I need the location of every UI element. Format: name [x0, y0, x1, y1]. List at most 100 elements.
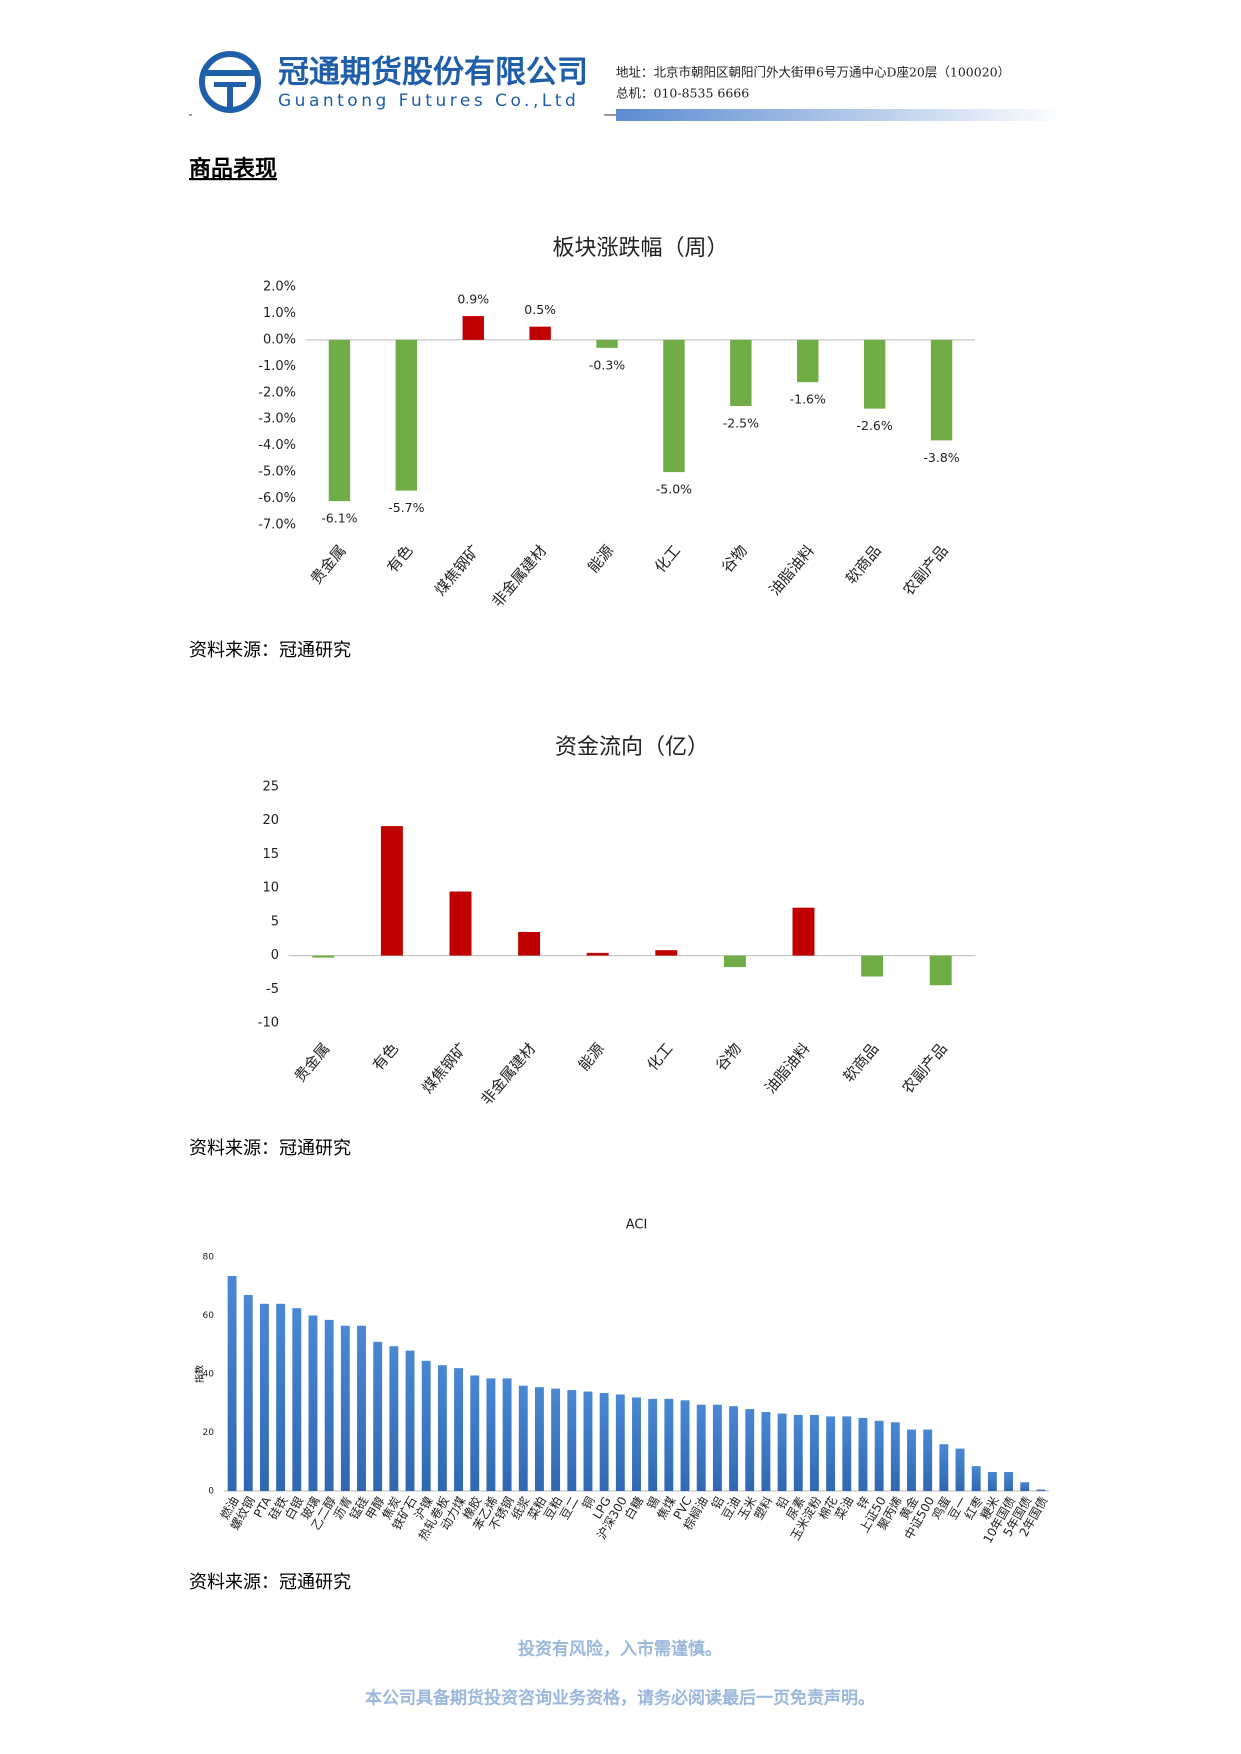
- data-label: -3.8%: [923, 450, 959, 465]
- bar: [939, 1444, 949, 1491]
- bar: [632, 1397, 641, 1491]
- bar: [655, 950, 678, 956]
- bar: [534, 1387, 544, 1491]
- bar: [421, 1360, 431, 1491]
- bar: [462, 316, 484, 340]
- bar: [529, 326, 551, 340]
- data-label: -6.1%: [321, 511, 357, 526]
- x-tick-label: 油脂油料: [766, 542, 818, 600]
- y-tick-label: 0: [271, 948, 279, 963]
- bar: [1036, 1489, 1046, 1491]
- bar: [292, 1308, 302, 1491]
- bar: [663, 339, 685, 473]
- bar: [518, 931, 541, 956]
- y-tick-label: 15: [262, 847, 279, 862]
- bar: [586, 952, 609, 956]
- x-tick-label: 谷物: [712, 1040, 745, 1075]
- bar: [809, 1414, 819, 1491]
- data-label: -0.3%: [589, 357, 625, 372]
- bar: [648, 1398, 658, 1491]
- y-axis-label: 指数: [194, 1365, 206, 1383]
- x-tick-label: 有色: [369, 1040, 402, 1075]
- bar: [380, 826, 403, 956]
- bar: [745, 1409, 755, 1491]
- bar: [955, 1448, 965, 1491]
- bar: [328, 339, 351, 502]
- bar: [1004, 1471, 1014, 1491]
- bar: [729, 1406, 739, 1491]
- bar: [583, 1391, 593, 1491]
- section-title: 商品表现: [189, 156, 277, 182]
- y-tick-label: 40: [203, 1370, 215, 1380]
- y-tick-label: -3.0%: [258, 412, 296, 427]
- bar: [259, 1303, 269, 1491]
- y-tick-label: 20: [262, 813, 279, 828]
- data-label: -5.0%: [656, 482, 692, 497]
- y-tick-label: 60: [203, 1311, 215, 1321]
- chart-title: 资金流向（亿）: [555, 735, 709, 760]
- bar: [696, 1404, 706, 1491]
- source: 资料来源：冠通研究: [189, 1572, 351, 1593]
- bar: [470, 1375, 480, 1491]
- company-en: Guantong Futures Co.,Ltd: [278, 91, 579, 111]
- x-tick-label: 菜油: [832, 1494, 856, 1522]
- bar: [486, 1378, 496, 1491]
- y-tick-label: -5: [266, 982, 279, 997]
- bar: [324, 1319, 334, 1491]
- bar: [680, 1400, 690, 1491]
- logo: [199, 51, 261, 113]
- y-tick-label: 0: [208, 1487, 214, 1497]
- bar: [502, 1378, 512, 1491]
- bar: [599, 1393, 609, 1491]
- bar: [842, 1416, 852, 1491]
- bar: [227, 1276, 237, 1491]
- phone: 总机：010-8535 6666: [616, 86, 749, 101]
- x-tick-label: 软商品: [840, 1040, 883, 1086]
- x-tick-label: 非金属建材: [477, 1040, 539, 1109]
- bar: [987, 1471, 997, 1491]
- bar: [777, 1413, 787, 1491]
- bar: [276, 1303, 286, 1491]
- bar: [615, 1394, 625, 1491]
- bar: [874, 1420, 884, 1491]
- bar: [389, 1346, 399, 1491]
- y-tick-label: 0.0%: [263, 332, 296, 347]
- y-tick-label: 25: [262, 780, 279, 795]
- y-tick-label: -2.0%: [258, 385, 296, 400]
- x-tick-label: 豆二: [557, 1494, 581, 1522]
- y-tick-label: -4.0%: [258, 438, 296, 453]
- data-label: -2.5%: [723, 416, 759, 431]
- bar: [567, 1390, 577, 1491]
- bar: [518, 1385, 528, 1491]
- footer-note: 本公司具备期货投资咨询业务资格，请务必阅读最后一页免责声明。: [365, 1688, 875, 1709]
- x-tick-label: 非金属建材: [488, 542, 550, 611]
- bar: [308, 1315, 318, 1491]
- x-tick-label: 谷物: [718, 542, 751, 577]
- bar: [793, 1414, 803, 1491]
- bar: [723, 955, 746, 968]
- y-tick-label: 1.0%: [263, 306, 296, 321]
- x-tick-label: 化工: [651, 542, 684, 577]
- x-tick-label: 农副产品: [899, 542, 951, 600]
- bar: [761, 1412, 771, 1491]
- y-tick-label: 20: [203, 1428, 215, 1438]
- bar: [930, 339, 953, 441]
- x-tick-label: 能源: [584, 542, 617, 577]
- x-tick-label: 煤焦钢矿: [431, 542, 483, 600]
- bar: [712, 1404, 722, 1491]
- bar: [730, 339, 752, 406]
- bar: [395, 339, 418, 491]
- address: 地址：北京市朝阳区朝阳门外大街甲6号万通中心D座20层（100020）: [616, 65, 1010, 80]
- y-tick-label: -6.0%: [258, 491, 296, 506]
- data-label: 0.9%: [457, 292, 489, 307]
- y-tick-label: 80: [203, 1253, 215, 1263]
- x-tick-label: 油脂油料: [761, 1040, 813, 1098]
- bar: [890, 1422, 900, 1491]
- bar: [340, 1325, 350, 1491]
- x-tick-label: 有色: [383, 542, 416, 577]
- x-tick-label: 化工: [643, 1040, 676, 1075]
- bar: [971, 1466, 981, 1491]
- bar: [454, 1368, 464, 1491]
- y-tick-label: 2.0%: [263, 280, 296, 295]
